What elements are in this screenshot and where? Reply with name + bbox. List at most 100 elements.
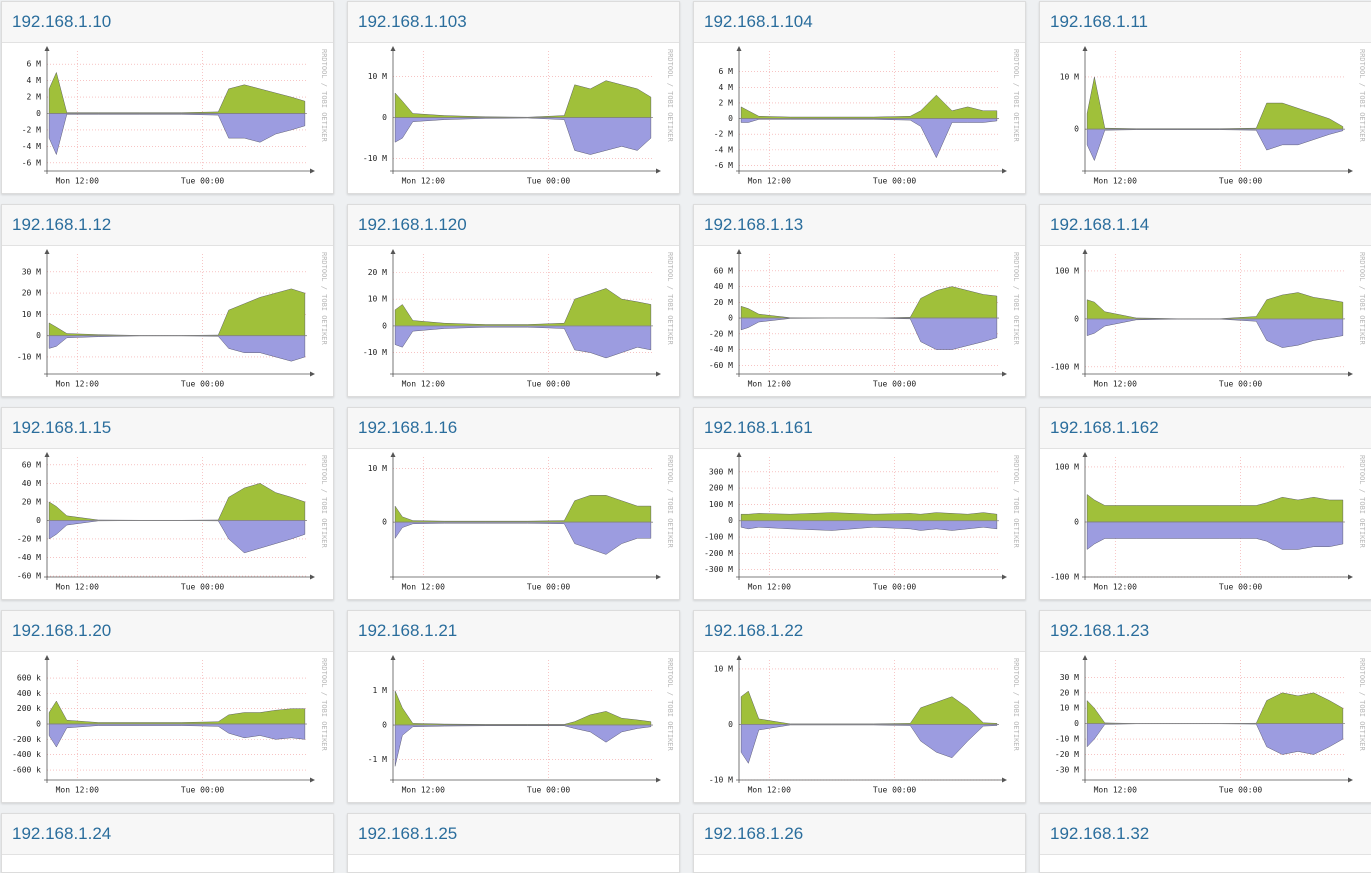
x-tick-label: Mon 12:00: [748, 380, 792, 389]
y-tick-label: 4 M: [719, 83, 734, 92]
watermark: RRDTOOL / TOBI OETIKER: [320, 658, 328, 752]
x-tick-label: Tue 00:00: [873, 380, 917, 389]
traffic-area: [48, 335, 306, 362]
panel: 192.168.1.16 10 M 0 Mon 12:00 Tue 00:00 RRDTO…: [347, 407, 680, 600]
watermark: RRDTOOL / TOBI OETIKER: [1012, 252, 1020, 346]
traffic-area: [48, 483, 306, 521]
y-tick-label: -10 M: [17, 352, 41, 361]
y-tick-label: 10 M: [714, 664, 733, 673]
panel: 192.168.1.10 6 M 4 M 2 M 0 -2 M -4 M -6 M Mon 12…: [1, 1, 334, 194]
y-axis-arrow: [1082, 655, 1088, 660]
y-tick-label: 0: [382, 518, 387, 527]
graph: 100 M 0 -100 M Mon 12:00 Tue 00:00 RRDTOOL / …: [1050, 452, 1366, 592]
x-tick-label: Tue 00:00: [873, 177, 917, 186]
traffic-area: [740, 512, 998, 521]
y-axis-arrow: [1082, 46, 1088, 51]
traffic-area: [48, 723, 306, 748]
y-tick-label: 20 M: [368, 268, 387, 277]
watermark: RRDTOOL / TOBI OETIKER: [320, 455, 328, 549]
panel: 192.168.1.25: [347, 813, 680, 873]
y-tick-label: 0: [1074, 719, 1079, 728]
panel-title: 192.168.1.10: [2, 2, 333, 43]
y-tick-label: 400 k: [17, 689, 41, 698]
x-tick-label: Mon 12:00: [402, 583, 446, 592]
y-axis-arrow: [736, 655, 742, 660]
y-tick-label: -100 M: [704, 533, 733, 542]
y-tick-label: -100 M: [1050, 573, 1079, 582]
panel-title: 192.168.1.11: [1040, 2, 1371, 43]
x-tick-label: Mon 12:00: [56, 786, 100, 795]
y-tick-label: -600 k: [12, 766, 41, 775]
y-axis-arrow: [1082, 249, 1088, 254]
panel: 192.168.1.13 60 M 40 M 20 M 0 -20 M -40 M -60 M…: [693, 204, 1026, 397]
y-tick-label: -20 M: [17, 534, 41, 543]
watermark: RRDTOOL / TOBI OETIKER: [1358, 455, 1366, 549]
panel-title: 192.168.1.12: [2, 205, 333, 246]
x-tick-label: Tue 00:00: [1219, 786, 1263, 795]
x-tick-label: Mon 12:00: [56, 177, 100, 186]
panel-title: 192.168.1.14: [1040, 205, 1371, 246]
y-axis-arrow: [390, 452, 396, 457]
panel: 192.168.1.22 10 M 0 -10 M Mon 12:00 Tue 00:00…: [693, 610, 1026, 803]
x-axis-arrow: [1348, 371, 1353, 377]
traffic-area: [1086, 521, 1344, 550]
y-tick-label: 10 M: [22, 310, 41, 319]
y-tick-label: -20 M: [709, 329, 733, 338]
panel-title: 192.168.1.16: [348, 408, 679, 449]
y-tick-label: 0: [382, 721, 387, 730]
y-tick-label: -300 M: [704, 565, 733, 574]
panel-title: 192.168.1.24: [2, 814, 333, 855]
x-axis-arrow: [656, 777, 661, 783]
traffic-area: [1086, 494, 1344, 523]
panel: 192.168.1.23 30 M 20 M 10 M 0 -10 M -20 M -30 M…: [1039, 610, 1371, 803]
graph: 300 M 200 M 100 M 0 -100 M -200 M -300 M Mon 12…: [704, 452, 1020, 592]
y-axis-arrow: [390, 46, 396, 51]
panel-title: 192.168.1.15: [2, 408, 333, 449]
y-axis-arrow: [1082, 452, 1088, 457]
y-tick-label: 20 M: [22, 497, 41, 506]
y-tick-label: 300 M: [709, 467, 733, 476]
y-tick-label: -10 M: [709, 776, 733, 785]
traffic-area: [1086, 292, 1344, 320]
y-tick-label: -60 M: [709, 361, 733, 370]
y-tick-label: 0: [728, 720, 733, 729]
x-axis-arrow: [656, 371, 661, 377]
traffic-area: [740, 317, 998, 350]
traffic-area: [740, 690, 998, 725]
y-tick-label: 0: [1074, 517, 1079, 526]
traffic-area: [394, 288, 652, 327]
x-tick-label: Mon 12:00: [56, 380, 100, 389]
y-tick-label: 0: [36, 720, 41, 729]
panel: 192.168.1.162 100 M 0 -100 M Mon 12:00 Tue 00…: [1039, 407, 1371, 600]
y-tick-label: 0: [36, 331, 41, 340]
traffic-area: [1086, 76, 1344, 130]
y-tick-label: 60 M: [714, 266, 733, 275]
x-tick-label: Tue 00:00: [181, 583, 225, 592]
panel: 192.168.1.103 10 M 0 -10 M Mon 12:00 Tue 00:0…: [347, 1, 680, 194]
y-tick-label: -200 k: [12, 735, 41, 744]
traffic-area: [48, 700, 306, 725]
traffic-area: [48, 520, 306, 554]
y-tick-label: 0: [728, 114, 733, 123]
x-tick-label: Tue 00:00: [873, 583, 917, 592]
traffic-area: [48, 288, 306, 336]
traffic-area: [740, 286, 998, 319]
y-tick-label: -6 M: [714, 161, 733, 170]
y-tick-label: -20 M: [1055, 750, 1079, 759]
y-axis-arrow: [390, 655, 396, 660]
y-tick-label: 20 M: [714, 298, 733, 307]
x-tick-label: Mon 12:00: [1094, 380, 1138, 389]
y-axis-arrow: [736, 452, 742, 457]
y-tick-label: -100 M: [1050, 362, 1079, 371]
y-tick-label: -10 M: [1055, 735, 1079, 744]
panel-title: 192.168.1.32: [1040, 814, 1371, 855]
panel-title: 192.168.1.22: [694, 611, 1025, 652]
x-tick-label: Tue 00:00: [527, 786, 571, 795]
traffic-area: [740, 724, 998, 764]
graph: 10 M 0 Mon 12:00 Tue 00:00 RRDTOOL / TOBI OE…: [368, 452, 674, 592]
traffic-area: [394, 80, 652, 118]
panel: 192.168.1.104 6 M 4 M 2 M 0 -2 M -4 M -6 M Mon 1…: [693, 1, 1026, 194]
graph: 6 M 4 M 2 M 0 -2 M -4 M -6 M Mon 12:00 Tue 00:00…: [22, 46, 328, 186]
y-tick-label: 0: [1074, 125, 1079, 134]
y-tick-label: -2 M: [714, 130, 733, 139]
